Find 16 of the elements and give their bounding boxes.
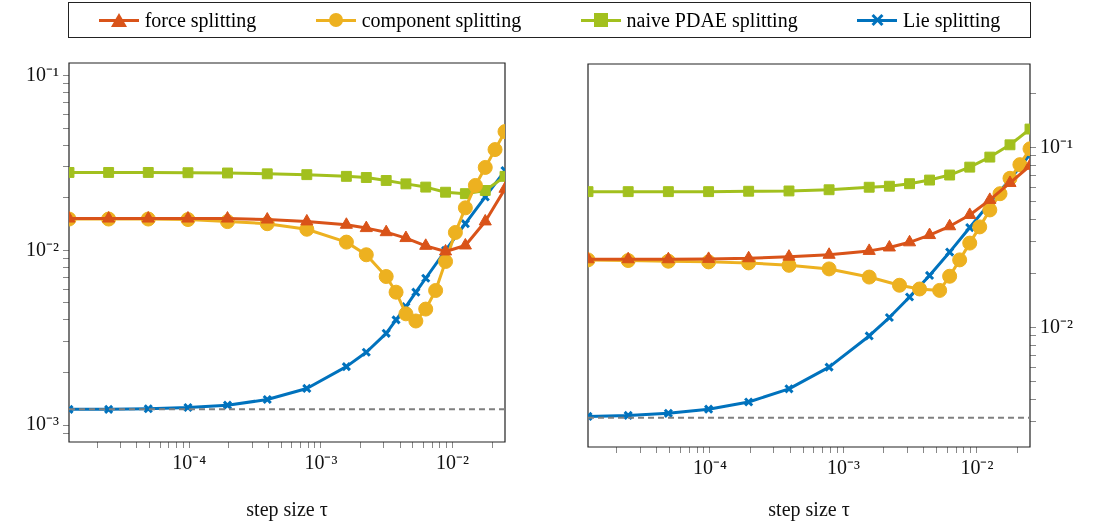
legend-label: force splitting bbox=[144, 8, 257, 32]
x-tick-label: 10⁻² bbox=[436, 451, 470, 474]
x-tick-label: 10⁻² bbox=[960, 456, 994, 479]
x-tick-label: 10⁻⁴ bbox=[172, 451, 207, 474]
legend-label: component splitting bbox=[361, 8, 522, 32]
x-tick-label: 10⁻⁴ bbox=[692, 456, 727, 479]
legend-label: naive PDAE splitting bbox=[626, 8, 798, 32]
x-tick-label: 10⁻³ bbox=[826, 456, 860, 479]
legend-label: Lie splitting bbox=[903, 8, 1001, 32]
y-tick-label: 10⁻¹ bbox=[26, 62, 59, 85]
x-axis-title: step size τ bbox=[246, 498, 328, 522]
x-axis-title: step size τ bbox=[768, 498, 850, 522]
x-tick-label: 10⁻³ bbox=[304, 451, 338, 474]
y-tick-label: 10⁻¹ bbox=[1040, 134, 1073, 157]
y-tick-label: 10⁻³ bbox=[26, 412, 59, 435]
y-tick-label: 10⁻² bbox=[26, 237, 59, 260]
